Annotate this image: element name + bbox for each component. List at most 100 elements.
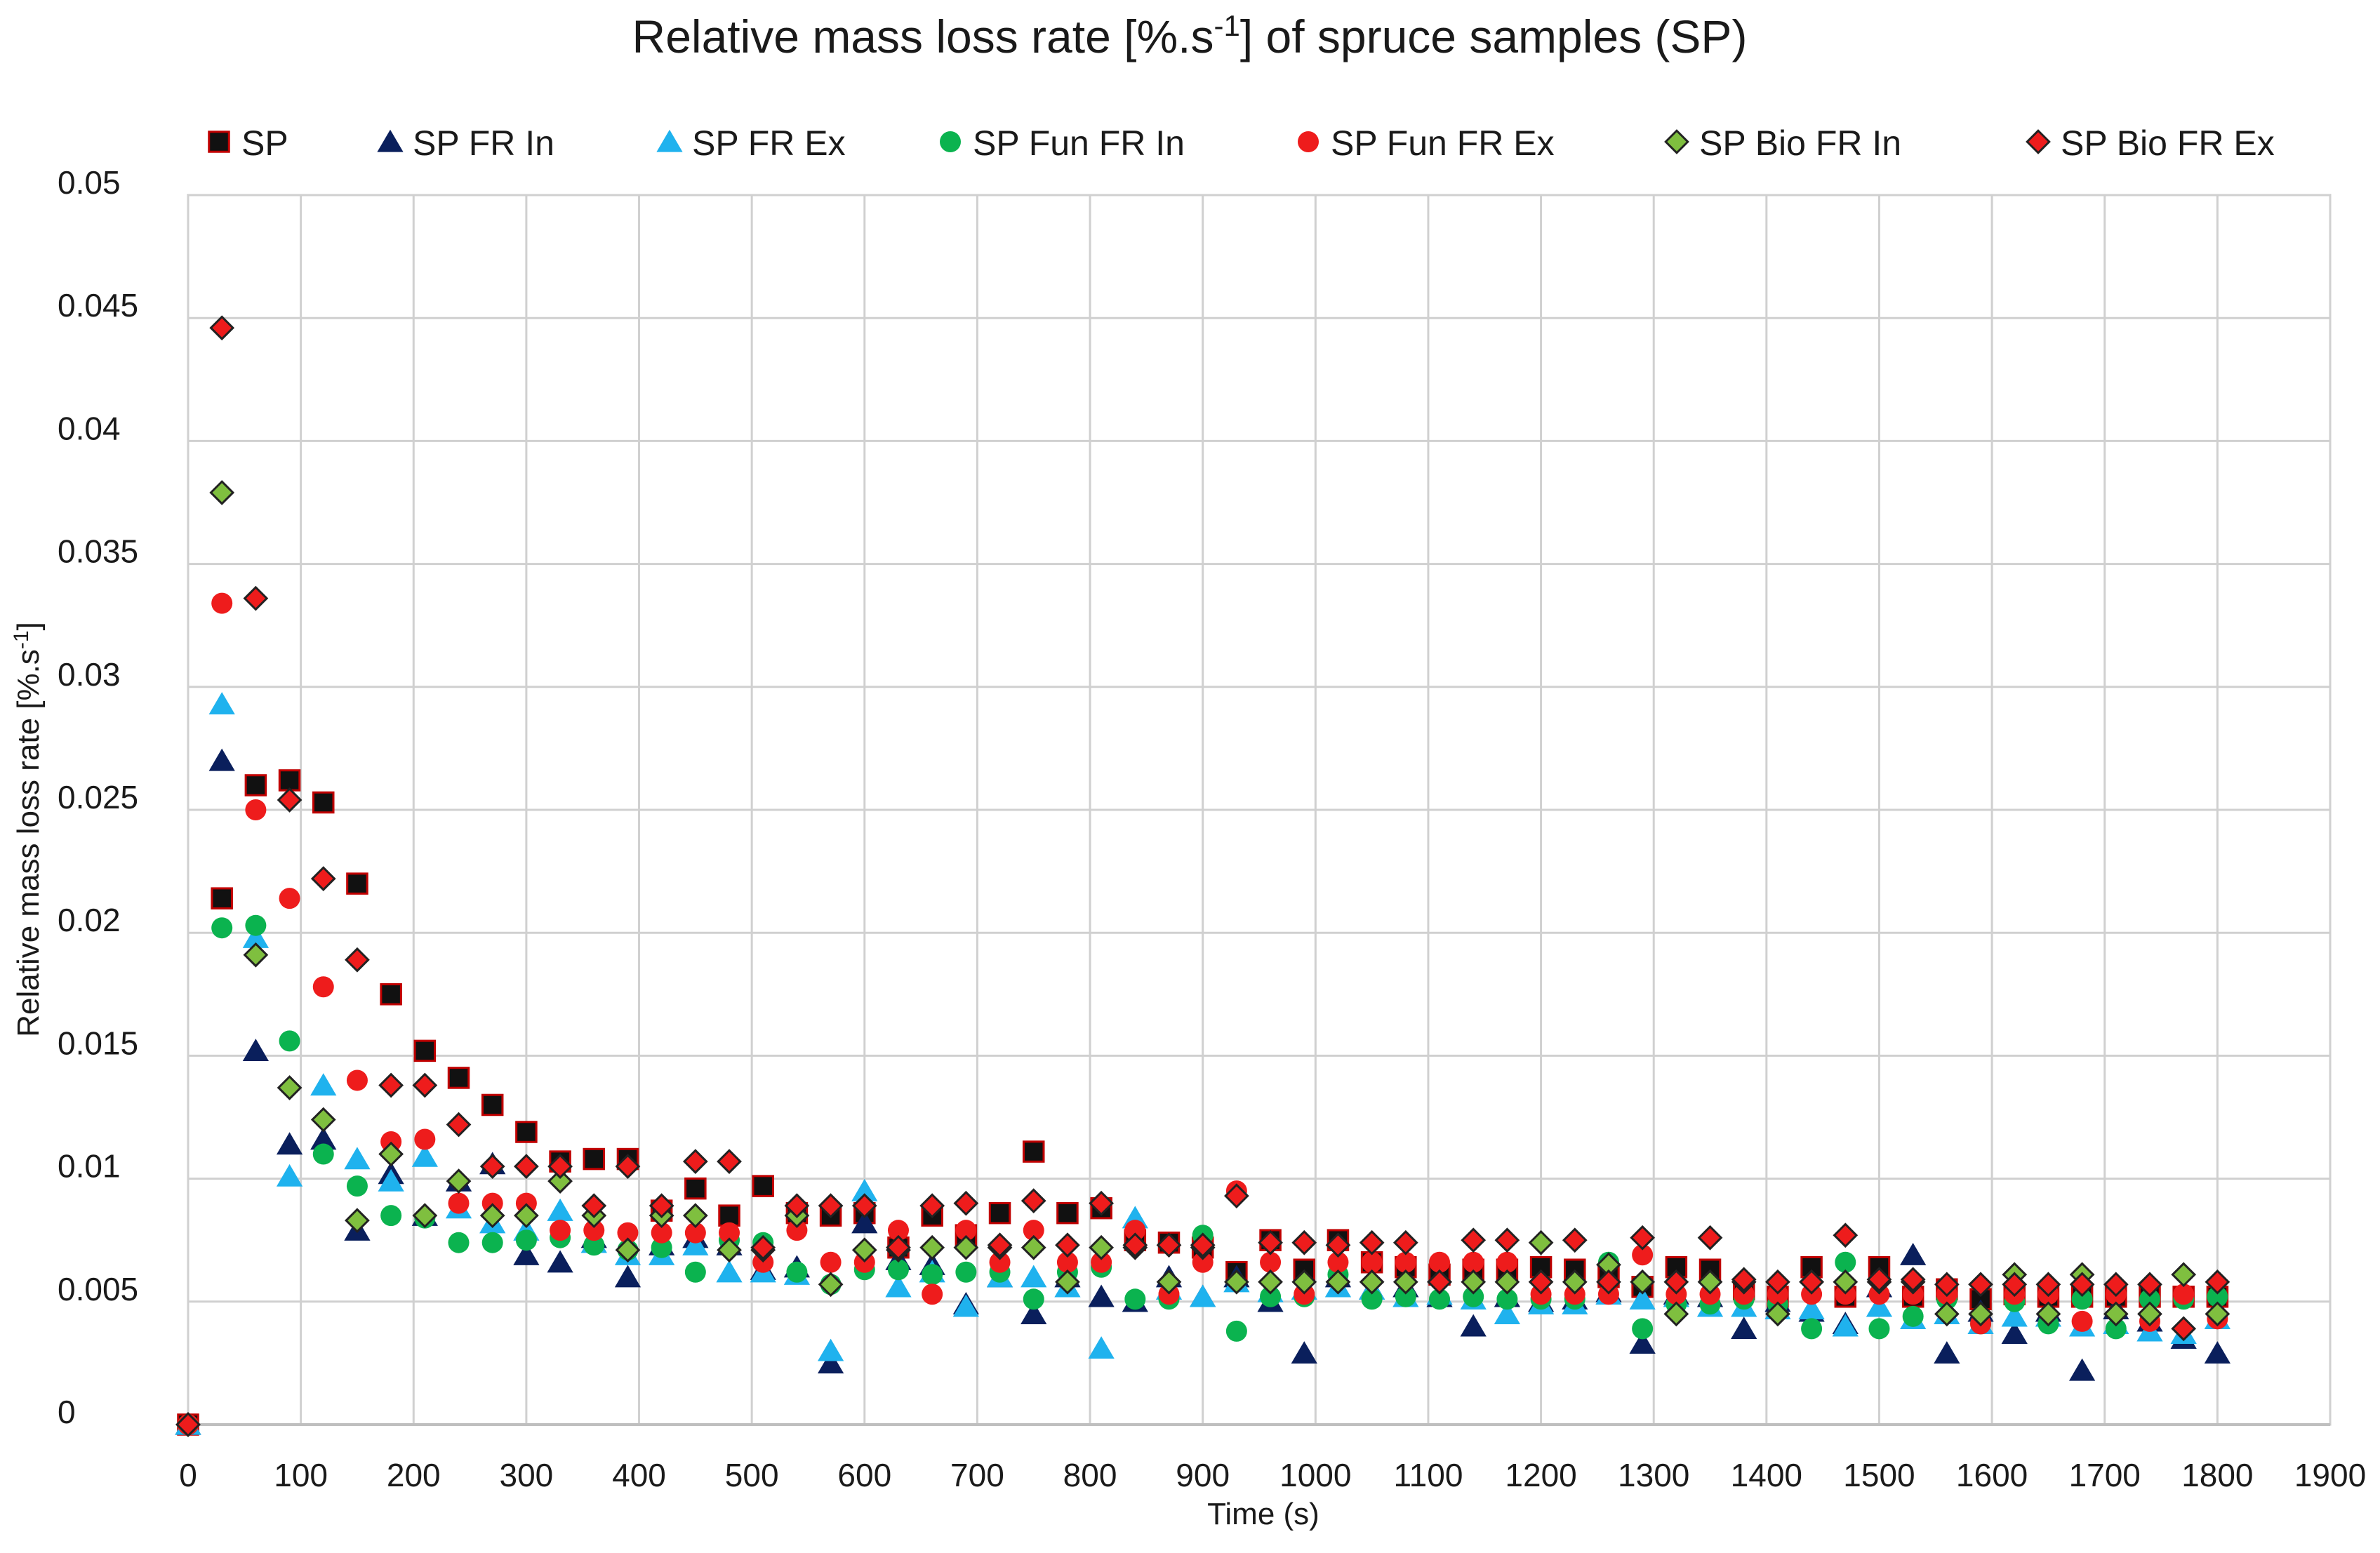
point-sp <box>380 983 402 1006</box>
point-sp-fun-fr-in <box>1463 1286 1484 1307</box>
point-sp-bio-fr-ex <box>1258 1229 1283 1255</box>
point-sp-fun-fr-ex <box>820 1251 842 1273</box>
point-sp-fun-fr-in <box>1395 1286 1416 1307</box>
point-sp-bio-fr-ex <box>682 1149 708 1174</box>
legend-label: SP FR In <box>413 124 554 163</box>
point-sp-fun-fr-in <box>1225 1320 1247 1342</box>
point-sp-fun-fr-in <box>515 1229 537 1251</box>
point-sp-fun-fr-ex <box>989 1251 1011 1273</box>
legend-label: SP Fun FR In <box>973 124 1185 163</box>
y-tick-label: 0.025 <box>58 779 138 815</box>
point-sp-bio-fr-ex <box>2205 1269 2231 1295</box>
point-sp-fr-ex <box>2001 1304 2028 1327</box>
point-sp-fr-in <box>1934 1341 1960 1364</box>
point-sp-bio-fr-ex <box>1291 1229 1317 1255</box>
point-sp-bio-fr-in <box>310 1107 336 1133</box>
point-sp-bio-fr-in <box>1156 1269 1182 1295</box>
point-sp-bio-fr-in <box>1934 1301 1960 1327</box>
point-sp-bio-fr-ex <box>1562 1227 1588 1253</box>
point-sp-fun-fr-ex <box>1260 1251 1282 1273</box>
point-sp-fr-in <box>513 1242 540 1265</box>
point-sp-fr-in <box>1021 1302 1047 1324</box>
point-sp-fr-in <box>276 1132 303 1155</box>
point-sp-bio-fr-ex <box>851 1193 877 1219</box>
point-sp-fr-ex <box>1798 1297 1825 1319</box>
title-text-part-2: ] of spruce samples (SP) <box>1240 11 1748 62</box>
point-sp-bio-fr-ex <box>1021 1188 1046 1214</box>
point-sp-bio-fr-in <box>1291 1269 1317 1295</box>
legend-label: SP <box>241 124 288 163</box>
point-sp-fun-fr-in <box>1496 1288 1518 1310</box>
legend-marker <box>1298 131 1319 152</box>
point-sp-fun-fr-in <box>1801 1318 1823 1340</box>
ylabel-superscript: -1 <box>10 630 33 649</box>
point-sp-fun-fr-ex <box>1124 1220 1146 1241</box>
point-sp-fr-in <box>1900 1242 1927 1265</box>
point-sp-bio-fr-ex <box>1190 1232 1216 1258</box>
point-sp-fr-ex <box>716 1260 743 1283</box>
point-sp <box>211 887 233 909</box>
point-sp-bio-fr-ex <box>1461 1227 1487 1253</box>
point-sp <box>1022 1140 1045 1163</box>
point-sp-bio-fr-ex <box>1055 1232 1080 1258</box>
point-sp-bio-fr-in <box>1528 1229 1554 1255</box>
point-sp-fr-in <box>2204 1341 2231 1364</box>
point-sp-bio-fr-in <box>547 1168 573 1194</box>
point-sp-bio-fr-ex <box>1765 1269 1790 1295</box>
point-sp-fun-fr-in <box>887 1259 909 1281</box>
point-sp-fr-ex <box>411 1144 438 1167</box>
point-sp-bio-fr-ex <box>2171 1316 2197 1342</box>
point-sp-fun-fr-ex <box>786 1220 808 1241</box>
point-sp-bio-fr-ex <box>2103 1272 2129 1298</box>
legend: SP SP FR In SP FR Ex SP Fun FR In SP Fun FR … <box>208 124 2275 163</box>
point-sp-bio-fr-ex <box>2137 1272 2162 1298</box>
point-sp-bio-fr-in <box>1359 1269 1385 1295</box>
point-sp-fr-in <box>1731 1317 1757 1340</box>
point-sp-fun-fr-in <box>1632 1318 1654 1340</box>
point-sp-fun-fr-ex <box>1361 1251 1383 1273</box>
point-sp-bio-fr-ex <box>886 1234 911 1260</box>
point-sp-bio-fr-ex <box>1325 1232 1351 1258</box>
series-sp-bio-fr-ex <box>175 315 2231 1437</box>
point-sp-fun-fr-ex <box>617 1222 639 1244</box>
point-sp-bio-fr-in <box>514 1203 539 1229</box>
point-sp-fr-in <box>2001 1321 2028 1345</box>
point-sp-fun-fr-in <box>2139 1288 2160 1310</box>
point-sp-fun-fr-ex <box>583 1220 605 1241</box>
point-sp <box>413 1039 437 1062</box>
point-sp-fun-fr-in <box>786 1261 808 1283</box>
point-sp-fr-ex <box>1190 1284 1216 1307</box>
point-sp-bio-fr-ex <box>1156 1232 1182 1258</box>
point-sp-bio-fr-in <box>1663 1301 1689 1327</box>
point-sp-bio-fr-ex <box>1663 1269 1689 1295</box>
point-sp-bio-fr-in <box>446 1168 472 1194</box>
legend-label: SP Bio FR Ex <box>2061 124 2275 163</box>
point-sp-bio-fr-in <box>345 1208 370 1234</box>
point-sp-fun-fr-ex <box>1429 1251 1451 1273</box>
point-sp <box>515 1121 538 1143</box>
point-sp-bio-fr-in <box>1224 1269 1249 1295</box>
point-sp-fun-fr-ex <box>2173 1284 2195 1305</box>
point-sp-fun-fr-in <box>448 1232 470 1253</box>
point-sp-bio-fr-ex <box>2002 1272 2028 1298</box>
x-tick-label: 1300 <box>1618 1457 1689 1493</box>
point-sp <box>312 791 335 814</box>
point-sp-fr-ex <box>682 1232 709 1255</box>
x-tick-label: 1000 <box>1279 1457 1351 1493</box>
legend-marker <box>208 131 230 153</box>
point-sp-bio-fr-ex <box>345 947 370 973</box>
legend-item-sp-fun-fr-ex: SP Fun FR Ex <box>1298 124 1555 163</box>
point-sp-bio-fr-ex <box>1427 1269 1452 1295</box>
point-sp-bio-fr-ex <box>1731 1267 1757 1293</box>
x-tick-label: 600 <box>837 1457 891 1493</box>
point-sp-bio-fr-in <box>1765 1301 1790 1327</box>
point-sp-fun-fr-in <box>380 1205 402 1227</box>
y-tick-label: 0.02 <box>58 902 121 938</box>
point-sp-bio-fr-in <box>1055 1269 1080 1295</box>
point-sp-fun-fr-in <box>1023 1288 1044 1310</box>
point-sp-fun-fr-in <box>1429 1288 1451 1310</box>
point-sp-bio-fr-ex <box>175 1412 201 1437</box>
point-sp-bio-fr-ex <box>1359 1229 1385 1255</box>
x-tick-label: 900 <box>1176 1457 1230 1493</box>
point-sp-fr-in <box>242 1039 270 1062</box>
